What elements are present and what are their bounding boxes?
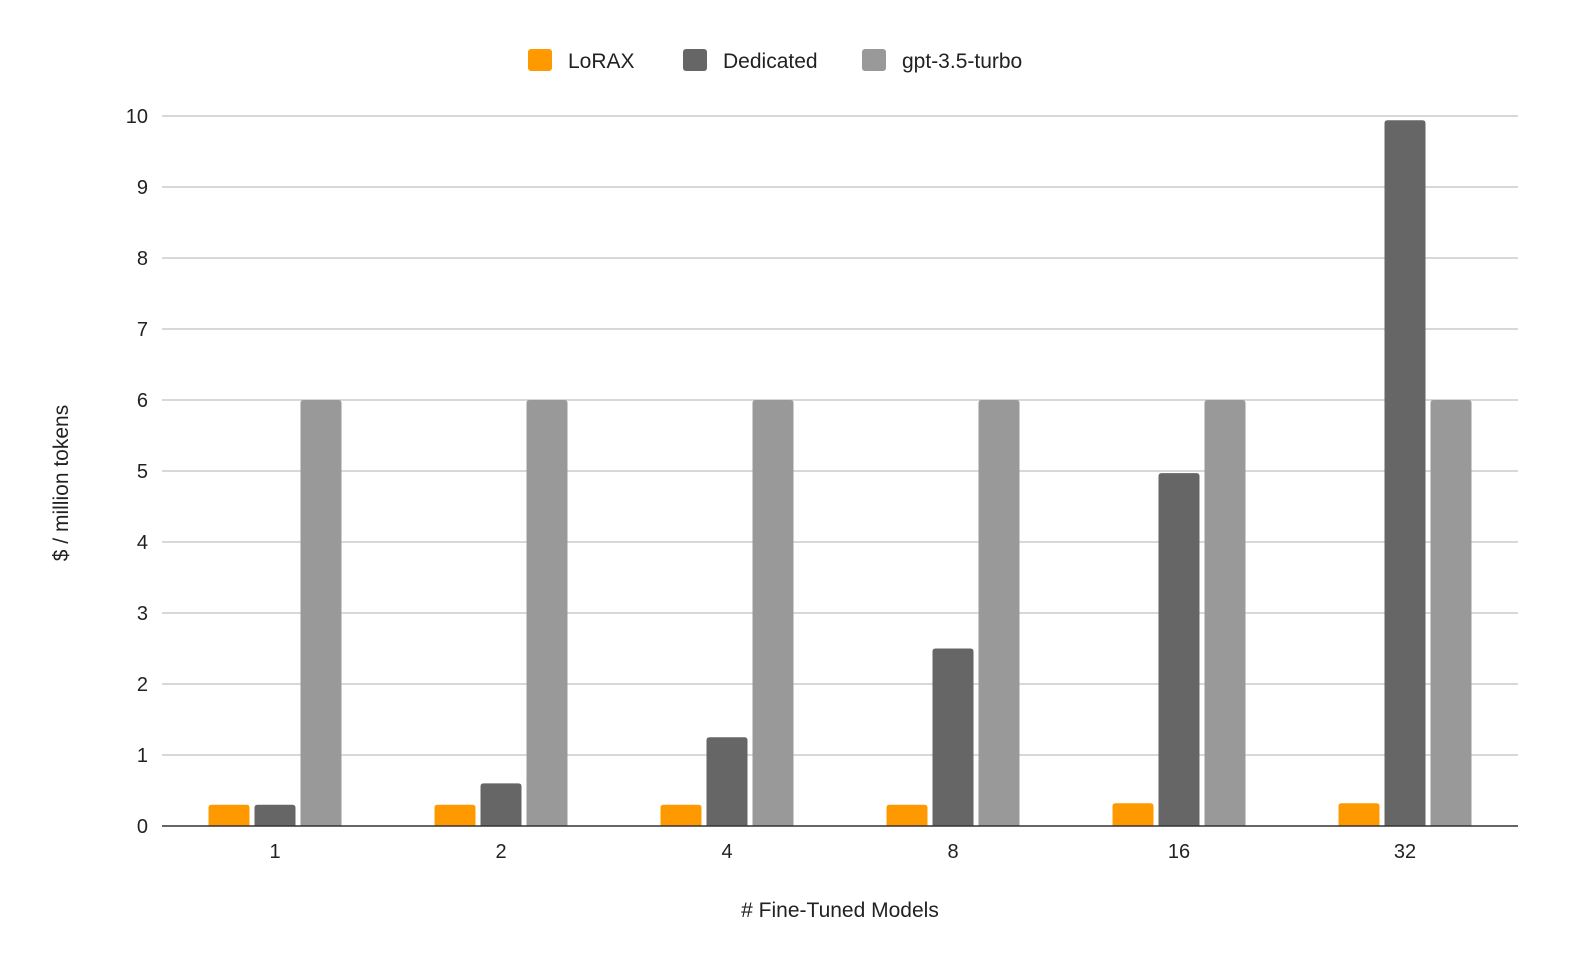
bar-lorax-2 (434, 804, 476, 826)
bar-gpt-3-5-turbo-4 (752, 400, 794, 826)
bar-gpt-3-5-turbo-8 (978, 400, 1020, 826)
x-axis-label: # Fine-Tuned Models (741, 899, 939, 922)
x-tick-label: 2 (495, 841, 506, 863)
bar-lorax-1 (208, 804, 250, 826)
x-tick-label: 32 (1394, 841, 1416, 863)
legend: LoRAX Dedicated gpt-3.5-turbo (528, 49, 1022, 73)
bars (208, 120, 1472, 826)
legend-label: LoRAX (568, 50, 635, 73)
bar-gpt-3-5-turbo-1 (300, 400, 342, 826)
bar-lorax-4 (660, 804, 702, 826)
y-tick-label: 7 (137, 319, 148, 341)
bar-dedicated-1 (254, 804, 296, 826)
y-tick-label: 2 (137, 674, 148, 696)
bar-gpt-3-5-turbo-16 (1204, 400, 1246, 826)
y-tick-label: 3 (137, 603, 148, 625)
bar-lorax-32 (1338, 803, 1380, 826)
legend-swatch (683, 49, 707, 71)
y-tick-label: 4 (137, 532, 148, 554)
gridlines (162, 115, 1518, 756)
y-tick-label: 10 (126, 106, 148, 128)
x-tick-label: 8 (947, 841, 958, 863)
y-axis-ticks: 0 1 2 3 4 5 6 7 8 9 10 (126, 106, 148, 838)
y-tick-label: 0 (137, 816, 148, 838)
bar-dedicated-8 (932, 648, 974, 826)
x-tick-label: 16 (1168, 841, 1190, 863)
y-tick-label: 5 (137, 461, 148, 483)
legend-label: gpt-3.5-turbo (902, 50, 1022, 73)
y-axis-label: $ / million tokens (50, 405, 73, 561)
bar-gpt-3-5-turbo-32 (1430, 400, 1472, 826)
bar-dedicated-16 (1158, 473, 1200, 826)
bar-dedicated-2 (480, 783, 522, 826)
x-axis-ticks: 1 2 4 8 16 32 (269, 841, 1416, 863)
legend-label: Dedicated (723, 50, 818, 73)
bar-dedicated-4 (706, 737, 748, 826)
y-tick-label: 9 (137, 177, 148, 199)
x-tick-label: 4 (721, 841, 732, 863)
x-tick-label: 1 (269, 841, 280, 863)
bar-lorax-16 (1112, 803, 1154, 826)
y-tick-label: 8 (137, 248, 148, 270)
legend-swatch (528, 49, 552, 71)
y-tick-label: 6 (137, 390, 148, 412)
y-tick-label: 1 (137, 745, 148, 767)
bar-lorax-8 (886, 804, 928, 826)
bar-gpt-3-5-turbo-2 (526, 400, 568, 826)
bar-dedicated-32 (1384, 120, 1426, 826)
legend-swatch (862, 49, 886, 71)
